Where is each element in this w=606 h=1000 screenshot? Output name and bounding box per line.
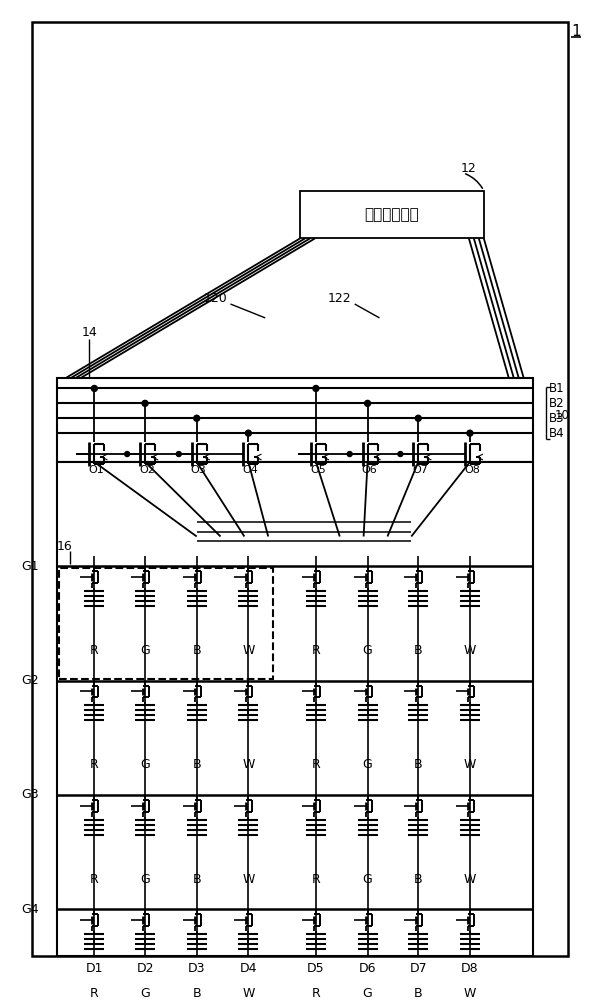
- Text: W: W: [242, 644, 255, 657]
- Bar: [300, 191, 484, 238]
- Text: O4: O4: [242, 465, 258, 475]
- Text: O1: O1: [88, 465, 104, 475]
- Text: G3: G3: [21, 788, 39, 801]
- Text: G: G: [140, 873, 150, 886]
- Text: G2: G2: [21, 674, 39, 687]
- Text: B2: B2: [548, 397, 564, 410]
- Bar: [32, 22, 568, 956]
- Text: R: R: [90, 987, 99, 1000]
- Bar: [56, 462, 533, 956]
- Text: G: G: [363, 644, 373, 657]
- Text: B: B: [192, 644, 201, 657]
- Text: G: G: [140, 758, 150, 771]
- Text: G: G: [363, 987, 373, 1000]
- Text: D1: D1: [85, 962, 103, 975]
- Text: R: R: [311, 873, 321, 886]
- Text: R: R: [90, 758, 99, 771]
- Text: G: G: [363, 758, 373, 771]
- Text: B1: B1: [548, 382, 564, 395]
- Text: B3: B3: [548, 412, 564, 425]
- Text: O5: O5: [310, 465, 326, 475]
- Circle shape: [176, 452, 181, 457]
- Text: B: B: [414, 873, 422, 886]
- Text: D4: D4: [239, 962, 257, 975]
- Text: W: W: [242, 758, 255, 771]
- Text: 12: 12: [461, 162, 477, 175]
- Text: W: W: [464, 873, 476, 886]
- Text: 120: 120: [204, 292, 227, 305]
- Text: R: R: [311, 758, 321, 771]
- Text: B: B: [192, 758, 201, 771]
- Text: R: R: [311, 644, 321, 657]
- Circle shape: [125, 452, 130, 457]
- Text: O7: O7: [412, 465, 428, 475]
- Text: 源极驱动单元: 源极驱动单元: [365, 207, 419, 222]
- Circle shape: [142, 400, 148, 406]
- Bar: [56, 378, 533, 462]
- Text: B: B: [414, 644, 422, 657]
- Text: 10: 10: [554, 409, 569, 422]
- Text: R: R: [90, 873, 99, 886]
- Text: W: W: [464, 644, 476, 657]
- Text: D2: D2: [136, 962, 154, 975]
- Text: D3: D3: [188, 962, 205, 975]
- Circle shape: [398, 452, 403, 457]
- Text: B: B: [192, 873, 201, 886]
- Circle shape: [194, 415, 199, 421]
- Text: G1: G1: [21, 560, 39, 573]
- Text: B: B: [414, 987, 422, 1000]
- Text: W: W: [464, 987, 476, 1000]
- Text: 1: 1: [571, 24, 581, 39]
- Text: G: G: [140, 987, 150, 1000]
- Circle shape: [467, 430, 473, 436]
- Text: D6: D6: [359, 962, 376, 975]
- Text: D7: D7: [410, 962, 427, 975]
- Circle shape: [92, 385, 98, 391]
- Text: D8: D8: [461, 962, 479, 975]
- Text: G4: G4: [21, 903, 39, 916]
- Text: W: W: [242, 873, 255, 886]
- Text: R: R: [90, 644, 99, 657]
- Text: W: W: [242, 987, 255, 1000]
- Text: B: B: [414, 758, 422, 771]
- Text: R: R: [311, 987, 321, 1000]
- Text: B: B: [192, 987, 201, 1000]
- Text: 14: 14: [82, 326, 98, 339]
- Text: B4: B4: [548, 427, 564, 440]
- Circle shape: [245, 430, 251, 436]
- Bar: [59, 568, 273, 679]
- Circle shape: [347, 452, 352, 457]
- Text: O8: O8: [464, 465, 480, 475]
- Text: O2: O2: [139, 465, 155, 475]
- Circle shape: [365, 400, 370, 406]
- Text: O6: O6: [362, 465, 378, 475]
- Circle shape: [415, 415, 421, 421]
- Text: G: G: [140, 644, 150, 657]
- Text: 16: 16: [57, 540, 73, 553]
- Text: O3: O3: [191, 465, 207, 475]
- Text: G: G: [363, 873, 373, 886]
- Text: 122: 122: [328, 292, 351, 305]
- Circle shape: [313, 385, 319, 391]
- Text: W: W: [464, 758, 476, 771]
- Text: D5: D5: [307, 962, 325, 975]
